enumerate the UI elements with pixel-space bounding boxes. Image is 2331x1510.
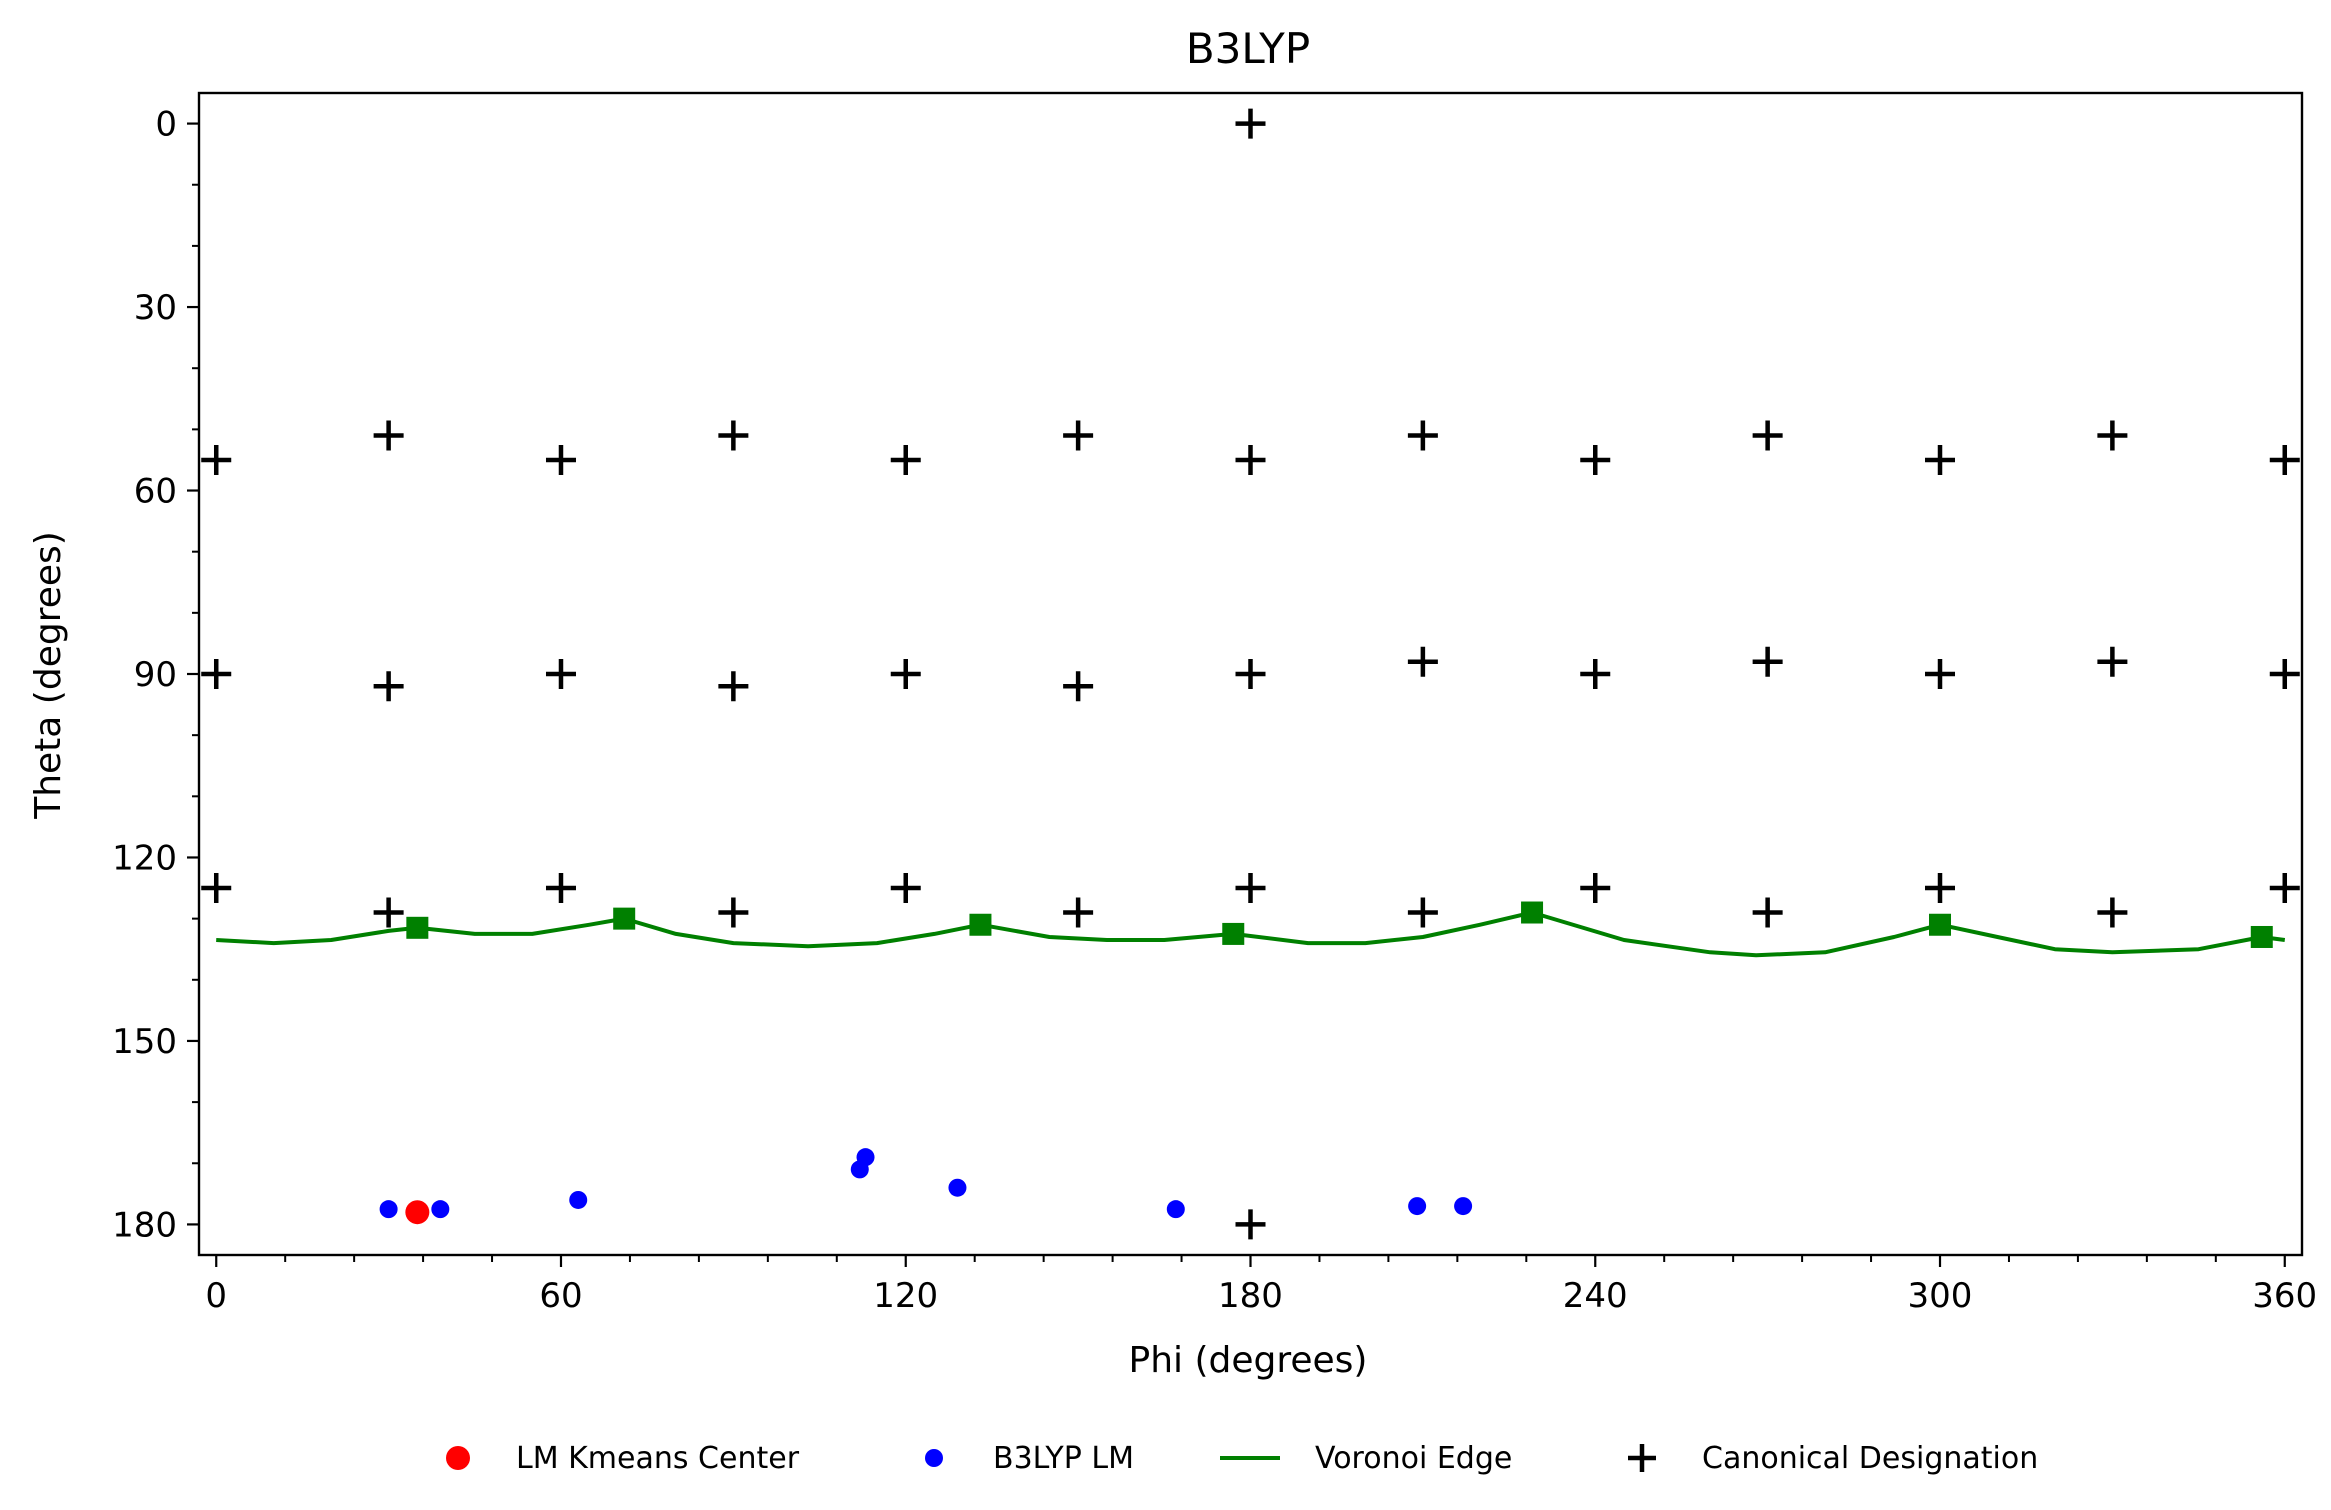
- canonical-point: [1925, 659, 1956, 689]
- x-tick-label: 360: [2252, 1276, 2317, 1316]
- canonical-point: [718, 420, 749, 451]
- canonical-point: [2097, 897, 2128, 928]
- x-tick-label: 60: [539, 1276, 582, 1316]
- x-tick-label: 180: [1218, 1276, 1283, 1316]
- canonical-point: [373, 897, 404, 928]
- canonical-point: [890, 444, 921, 475]
- y-axis-label: Theta (degrees): [28, 531, 69, 820]
- lm-point: [569, 1190, 588, 1209]
- lm-point: [379, 1200, 398, 1219]
- canonical-point: [545, 659, 576, 689]
- x-tick-label: 300: [1908, 1276, 1973, 1316]
- legend-label: B3LYP LM: [993, 1441, 1134, 1476]
- y-tick-label: 150: [112, 1022, 177, 1062]
- series-canonical-designation: [201, 108, 2300, 1240]
- legend-entry: LM Kmeans Center: [446, 1441, 800, 1476]
- y-tick-label: 120: [112, 838, 177, 878]
- canonical-point: [1925, 444, 1956, 475]
- canonical-point: [1063, 420, 1094, 451]
- voronoi-vertex: [2250, 925, 2273, 948]
- plot-area: [201, 108, 2300, 1240]
- canonical-point: [1235, 659, 1266, 689]
- canonical-point: [1580, 444, 1611, 475]
- canonical-point: [1063, 897, 1094, 928]
- voronoi-vertex: [1521, 901, 1544, 924]
- lm-point: [948, 1178, 967, 1197]
- voronoi-vertex: [406, 916, 429, 939]
- legend-entry: B3LYP LM: [925, 1441, 1134, 1476]
- voronoi-vertex: [613, 907, 636, 930]
- legend-plus-swatch: [1628, 1444, 1656, 1472]
- canonical-point: [890, 659, 921, 689]
- canonical-point: [1407, 420, 1438, 451]
- lm-point: [856, 1148, 875, 1167]
- series-voronoi-edge: [216, 901, 2286, 958]
- canonical-point: [1925, 873, 1956, 904]
- canonical-point: [1752, 897, 1783, 928]
- canonical-point: [545, 873, 576, 904]
- y-tick-label: 90: [134, 655, 177, 695]
- legend-label: LM Kmeans Center: [516, 1441, 800, 1476]
- canonical-point: [2269, 659, 2300, 689]
- canonical-point: [373, 420, 404, 451]
- x-axis: 0 60 120 180 240 300 360: [205, 1255, 2317, 1316]
- canonical-point: [718, 671, 749, 702]
- x-tick-label: 240: [1563, 1276, 1628, 1316]
- x-tick-label: 120: [873, 1276, 938, 1316]
- canonical-point: [201, 659, 232, 689]
- canonical-point: [1063, 671, 1094, 702]
- voronoi-vertex: [1222, 922, 1245, 945]
- canonical-point: [1752, 646, 1783, 677]
- canonical-point: [2097, 646, 2128, 677]
- x-tick-label: 0: [205, 1276, 227, 1316]
- chart-title: B3LYP: [1186, 24, 1310, 73]
- legend: LM Kmeans Center B3LYP LM Voronoi Edge Cano…: [446, 1441, 2038, 1476]
- legend-label: Voronoi Edge: [1315, 1441, 1512, 1476]
- legend-label: Canonical Designation: [1702, 1441, 2038, 1476]
- lm-point: [431, 1200, 450, 1219]
- y-tick-label: 180: [112, 1205, 177, 1245]
- canonical-point: [890, 873, 921, 904]
- voronoi-vertex: [1929, 913, 1952, 936]
- y-tick-label: 30: [134, 288, 177, 328]
- lm-point: [1166, 1200, 1185, 1219]
- canonical-point: [2269, 444, 2300, 475]
- canonical-point: [1752, 420, 1783, 451]
- canonical-point: [1580, 873, 1611, 904]
- legend-entry: Voronoi Edge: [1220, 1441, 1512, 1476]
- canonical-point: [201, 444, 232, 475]
- canonical-point: [2097, 420, 2128, 451]
- canonical-point: [718, 897, 749, 928]
- legend-dot-swatch: [446, 1446, 470, 1470]
- series-b3lyp-lm: [379, 1148, 1473, 1219]
- legend-dot-swatch: [925, 1449, 943, 1467]
- canonical-point: [1235, 444, 1266, 475]
- canonical-point: [1580, 659, 1611, 689]
- lm-point: [1454, 1197, 1473, 1216]
- canonical-point: [1407, 646, 1438, 677]
- legend-entry: Canonical Designation: [1628, 1441, 2038, 1476]
- lm-point: [1408, 1197, 1427, 1216]
- canonical-point: [1235, 873, 1266, 904]
- y-tick-label: 0: [155, 105, 177, 145]
- canonical-point: [1407, 897, 1438, 928]
- series-lm-kmeans-center: [405, 1200, 430, 1225]
- y-axis: 0 30 60 90 120 150 180: [112, 105, 199, 1245]
- y-tick-label: 60: [134, 472, 177, 512]
- canonical-point: [373, 671, 404, 702]
- canonical-point: [545, 444, 576, 475]
- canonical-point: [1235, 108, 1266, 139]
- voronoi-vertex: [969, 913, 992, 936]
- canonical-point: [2269, 873, 2300, 904]
- canonical-point: [201, 873, 232, 904]
- canonical-point: [1235, 1209, 1266, 1240]
- x-axis-label: Phi (degrees): [1129, 1340, 1368, 1381]
- kmeans-center-point: [405, 1200, 430, 1225]
